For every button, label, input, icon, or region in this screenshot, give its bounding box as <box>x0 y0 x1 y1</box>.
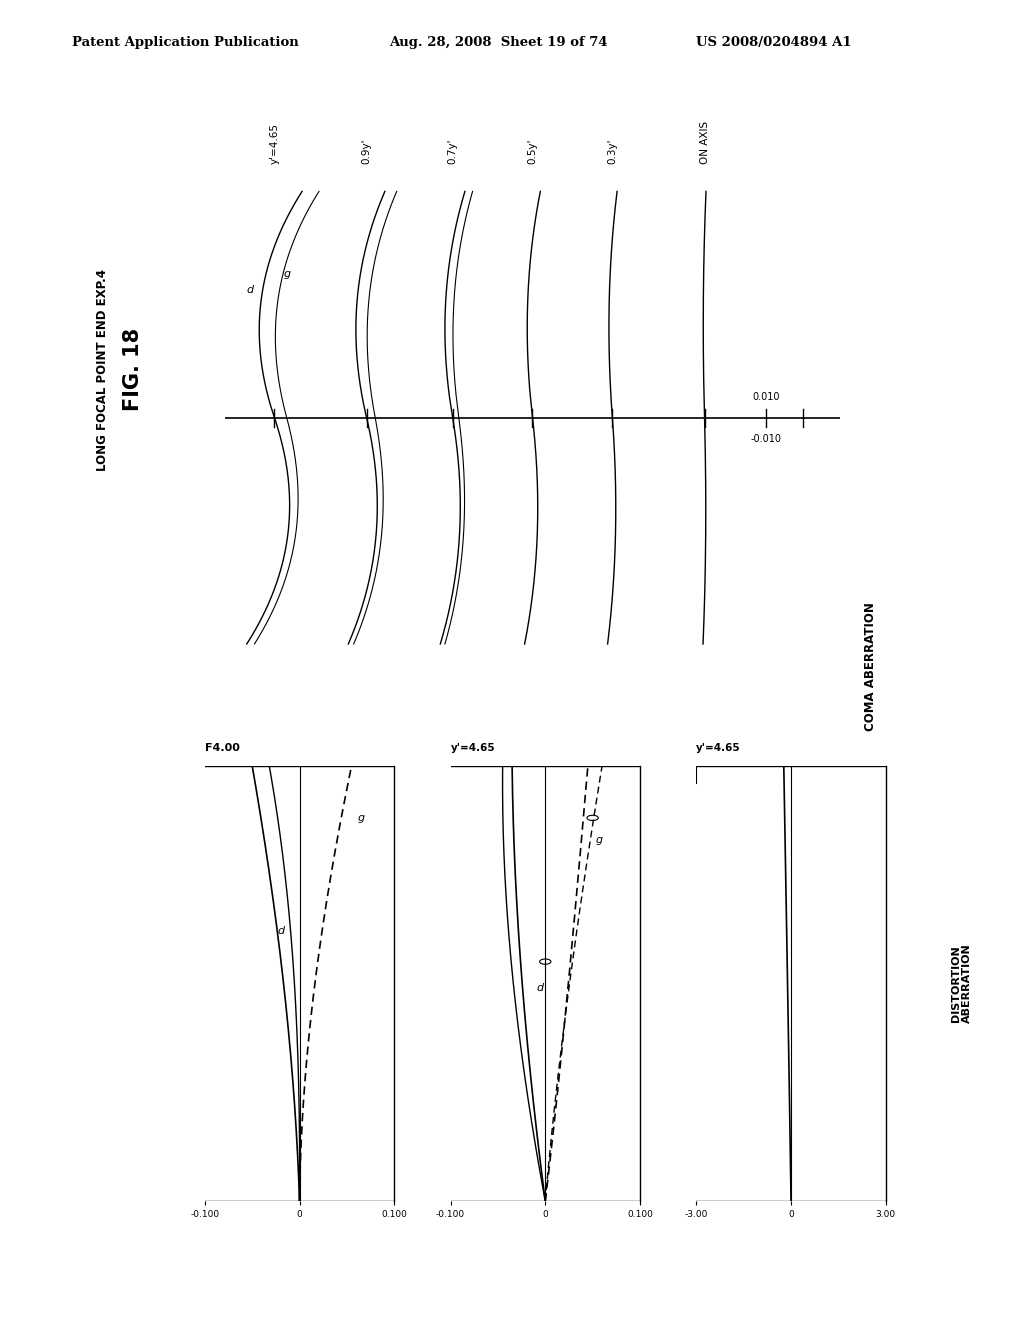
Text: y'=4.65: y'=4.65 <box>269 123 280 164</box>
Text: d: d <box>247 285 253 296</box>
Text: F4.00: F4.00 <box>205 743 240 752</box>
Text: d: d <box>278 927 284 936</box>
Text: DISTORTION
ABERRATION: DISTORTION ABERRATION <box>950 944 973 1023</box>
Text: d: d <box>537 983 544 994</box>
Text: g: g <box>596 836 603 845</box>
Text: y'=4.65: y'=4.65 <box>451 743 496 752</box>
Text: 0.5y': 0.5y' <box>527 139 538 164</box>
Text: 0.3y': 0.3y' <box>607 139 617 164</box>
Text: Patent Application Publication: Patent Application Publication <box>72 36 298 49</box>
Text: 0.9y': 0.9y' <box>361 139 372 164</box>
Text: 0.010: 0.010 <box>753 392 779 401</box>
Text: ASTIGMATISM: ASTIGMATISM <box>711 940 721 1027</box>
Text: FIG. 18: FIG. 18 <box>123 329 143 411</box>
Text: LONG FOCAL POINT END EXP.4: LONG FOCAL POINT END EXP.4 <box>96 268 109 471</box>
Text: US 2008/0204894 A1: US 2008/0204894 A1 <box>696 36 852 49</box>
Text: 0.7y': 0.7y' <box>447 139 458 164</box>
Text: ON AXIS: ON AXIS <box>699 121 710 164</box>
Text: y'=4.65: y'=4.65 <box>696 743 741 752</box>
Text: g: g <box>357 813 365 822</box>
Text: COMA ABERRATION: COMA ABERRATION <box>864 602 878 731</box>
Text: g: g <box>284 269 290 280</box>
Text: SPHERICAL
ABERRATION: SPHERICAL ABERRATION <box>469 944 490 1023</box>
Text: Aug. 28, 2008  Sheet 19 of 74: Aug. 28, 2008 Sheet 19 of 74 <box>389 36 608 49</box>
Text: -0.010: -0.010 <box>751 433 781 444</box>
